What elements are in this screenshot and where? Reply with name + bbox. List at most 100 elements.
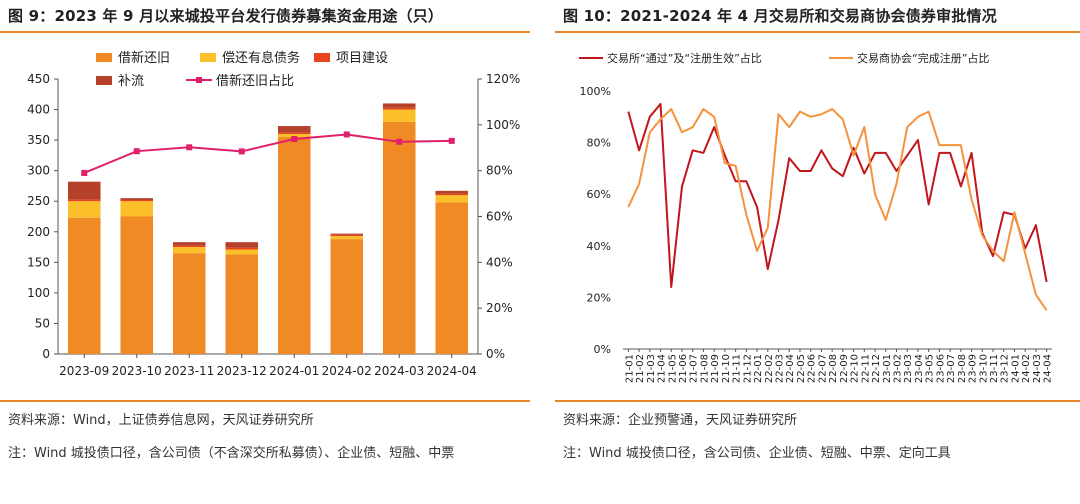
x-tick-label: 21-01 bbox=[624, 354, 635, 383]
y-tick-label: 350 bbox=[27, 133, 50, 147]
right-figure-panel: 图 10：2021-2024 年 4 月交易所和交易商协会债券审批情况 0% 20… bbox=[555, 0, 1080, 504]
legend-swatch bbox=[96, 53, 112, 62]
bar-segment bbox=[435, 195, 469, 203]
right-title-rule bbox=[555, 31, 1080, 33]
x-tick-label: 24-03 bbox=[1032, 354, 1043, 383]
legend-label: 借新还旧占比 bbox=[216, 73, 294, 89]
x-tick-label: 23-05 bbox=[925, 354, 936, 383]
bar-segment bbox=[277, 132, 311, 134]
x-tick-label: 2023-11 bbox=[164, 364, 214, 378]
left-bar-line-chart: 0 50 100 150 200 250 300 350 400 450 0% 20% 40% 60% 80… bbox=[27, 50, 520, 378]
right-source-rule bbox=[555, 400, 1080, 402]
bar-segment bbox=[120, 200, 154, 202]
y-tick-label: 0% bbox=[594, 343, 611, 356]
bar-segment bbox=[277, 134, 311, 138]
y-tick-label: 50 bbox=[35, 316, 50, 330]
x-tick-label: 23-01 bbox=[882, 354, 893, 383]
x-tick-label: 21-04 bbox=[657, 354, 668, 383]
x-tick-label: 24-02 bbox=[1021, 354, 1032, 383]
left-figure-panel: 图 9：2023 年 9 月以来城投平台发行债券募集资金用途（只） 0 50 100… bbox=[0, 0, 530, 504]
x-tick-label: 2024-04 bbox=[427, 364, 477, 378]
bar-segment bbox=[172, 242, 206, 246]
y2-tick-label: 100% bbox=[486, 118, 520, 132]
ratio-point bbox=[291, 136, 298, 143]
left-title-rule bbox=[0, 31, 530, 33]
left-source-rule bbox=[0, 400, 530, 402]
right-note-text: 注：Wind 城投债口径，含公司债、企业债、短融、中票、定向工具 bbox=[563, 446, 951, 461]
x-tick-label: 22-05 bbox=[796, 354, 807, 383]
x-tick-label: 22-06 bbox=[807, 354, 818, 383]
x-tick-label: 22-03 bbox=[775, 354, 786, 383]
x-tick-label: 23-08 bbox=[957, 354, 968, 383]
bar-segment bbox=[172, 245, 206, 248]
x-tick-label: 2024-02 bbox=[322, 364, 372, 378]
bar-segment bbox=[382, 107, 416, 110]
y-tick-label: 80% bbox=[587, 137, 611, 150]
legend-line-marker bbox=[196, 77, 202, 83]
legend-label: 项目建设 bbox=[336, 51, 388, 66]
ratio-point bbox=[396, 138, 403, 145]
bar-segment bbox=[225, 254, 259, 354]
bar-segment bbox=[330, 234, 364, 237]
x-tick-label: 23-11 bbox=[989, 354, 1000, 383]
ratio-point bbox=[343, 131, 350, 138]
x-tick-label: 21-05 bbox=[667, 354, 678, 383]
bar-segment bbox=[225, 242, 259, 248]
legend-swatch bbox=[96, 76, 112, 85]
x-tick-label: 21-08 bbox=[699, 354, 710, 383]
y-tick-label: 200 bbox=[27, 225, 50, 239]
y-tick-label: 100 bbox=[27, 286, 50, 300]
bar-segment bbox=[67, 217, 101, 354]
y2-tick-label: 80% bbox=[486, 164, 513, 178]
y-tick-label: 40% bbox=[587, 240, 611, 253]
x-tick-label: 21-02 bbox=[635, 354, 646, 383]
y2-tick-label: 40% bbox=[486, 255, 513, 269]
y-tick-label: 0 bbox=[42, 347, 50, 361]
ratio-line bbox=[83, 133, 452, 174]
x-tick-label: 22-01 bbox=[753, 354, 764, 383]
bar-segment bbox=[225, 249, 259, 255]
ratio-point bbox=[238, 148, 245, 155]
x-tick-label: 23-02 bbox=[892, 354, 903, 383]
y2-tick-label: 60% bbox=[486, 210, 513, 224]
x-tick-label: 2024-03 bbox=[374, 364, 424, 378]
bar-segment bbox=[382, 109, 416, 122]
x-tick-label: 2023-12 bbox=[217, 364, 267, 378]
x-tick-label: 22-10 bbox=[850, 354, 861, 383]
x-tick-label: 23-09 bbox=[968, 354, 979, 383]
bar-segment bbox=[435, 193, 469, 196]
ratio-point bbox=[133, 148, 140, 155]
y2-tick-label: 0% bbox=[486, 347, 505, 361]
right-line-chart: 0%20%40%60%80%100%21-01 21-02 21-03 21-04 21… bbox=[579, 51, 1054, 383]
bar-segment bbox=[277, 126, 311, 133]
y-tick-label: 250 bbox=[27, 194, 50, 208]
y-tick-label: 450 bbox=[27, 72, 50, 86]
bar-segment bbox=[172, 253, 206, 354]
legend-swatch bbox=[314, 53, 330, 62]
y-tick-label: 400 bbox=[27, 103, 50, 117]
x-tick-label: 21-09 bbox=[710, 354, 721, 383]
x-tick-label: 21-03 bbox=[646, 354, 657, 383]
x-tick-label: 21-06 bbox=[678, 354, 689, 383]
x-tick-label: 21-11 bbox=[732, 354, 743, 383]
x-tick-label: 24-01 bbox=[1010, 354, 1021, 383]
legend-label: 交易所“通过”及“注册生效”占比 bbox=[607, 51, 762, 65]
bar-segment bbox=[120, 216, 154, 354]
bar-segment bbox=[120, 198, 154, 200]
y-tick-label: 20% bbox=[587, 291, 611, 304]
bar-segment bbox=[330, 239, 364, 354]
x-tick-label: 2023-10 bbox=[112, 364, 162, 378]
exchange-ratio-line bbox=[627, 102, 1048, 289]
x-tick-label: 22-09 bbox=[839, 354, 850, 383]
bar-segment bbox=[67, 181, 101, 200]
x-tick-label: 23-10 bbox=[978, 354, 989, 383]
x-tick-label: 22-11 bbox=[860, 354, 871, 383]
x-tick-label: 23-03 bbox=[903, 354, 914, 383]
bar-segment bbox=[435, 202, 469, 354]
bar-segment bbox=[330, 233, 364, 235]
x-tick-label: 23-04 bbox=[914, 354, 925, 383]
nafmii-ratio-line bbox=[627, 108, 1048, 311]
left-note-text: 注：Wind 城投债口径，含公司债（不含深交所私募债）、企业债、短融、中票 bbox=[8, 446, 455, 461]
x-tick-label: 22-07 bbox=[817, 354, 828, 383]
bar-segment bbox=[277, 137, 311, 354]
